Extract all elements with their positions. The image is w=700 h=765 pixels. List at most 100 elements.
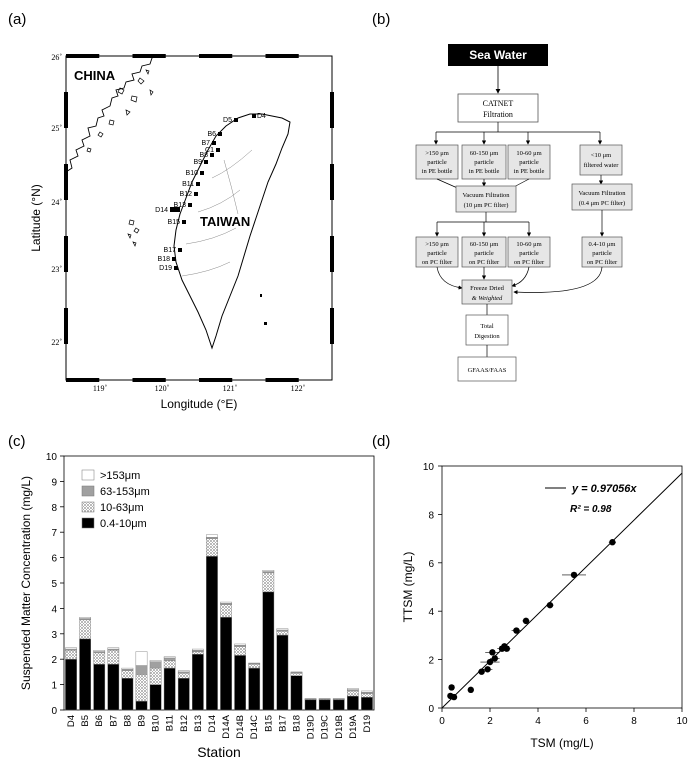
p10-bottle-l1: 10-60 μm — [516, 150, 541, 157]
bar-x-tick-label: B5 — [80, 715, 91, 727]
vacuum-10-box — [455, 185, 517, 213]
map-station-label: D19 — [159, 265, 172, 272]
bar-segment — [135, 674, 148, 702]
bar-y-ticks: 0 1 2 3 4 5 6 7 8 9 10 — [46, 452, 64, 717]
bar-segment — [149, 667, 162, 685]
bar-segment — [361, 693, 373, 698]
scatter-point — [546, 601, 554, 609]
scatter-point — [513, 627, 520, 634]
p150-bottle-l2: particle — [427, 159, 447, 166]
bar-segment — [361, 690, 373, 693]
bar-x-tick-label: B17 — [277, 715, 288, 732]
bar-segment — [248, 664, 261, 669]
bar-x-tick-label: B6 — [94, 715, 105, 727]
legend-swatch — [81, 517, 95, 529]
lat-tick-22: 22˚ — [51, 338, 62, 347]
map-station-marker — [204, 160, 208, 164]
scatter-x-tick-label: 10 — [676, 716, 688, 727]
map-station-marker — [194, 192, 198, 196]
map-bar-right — [330, 164, 334, 200]
bar-y-tick-label: 4 — [51, 604, 57, 615]
bar-y-tick-label: 9 — [51, 477, 57, 488]
bar-x-tick-label: D19D — [306, 715, 317, 739]
map-panel: CHINA TAIWAN D5D4B6B7C1B8B9B10B11B12B13D… — [29, 53, 334, 411]
scatter-plot-frame — [441, 465, 683, 709]
scatter-chart: 0 2 4 6 8 10 0 2 4 6 8 10 y = 0.97056x R² = 0.98 TS… — [401, 462, 688, 750]
bar-segment — [135, 651, 148, 666]
bar-y-axis-label: Suspended Matter Concentration (mg/L) — [19, 476, 33, 690]
map-station-marker — [210, 153, 214, 157]
bar-segment — [234, 655, 246, 711]
map-station-d14-mark — [170, 207, 180, 212]
map-station-marker — [182, 220, 186, 224]
bar-y-tick-label: 7 — [51, 528, 57, 539]
bar-segment — [177, 678, 190, 711]
map-station-marker — [234, 118, 238, 122]
scatter-y-tick-label: 2 — [428, 656, 434, 667]
map-bar-bottom — [265, 378, 299, 382]
scatter-x-axis-label: TSM (mg/L) — [530, 736, 593, 750]
total-digestion-l2: Digestion — [474, 333, 500, 340]
f04-filter-l1: 0.4-10 μm — [589, 241, 616, 248]
map-station-label: B7 — [201, 140, 210, 147]
map-station-marker — [216, 148, 220, 152]
bar-y-tick-label: 10 — [46, 452, 58, 463]
china-islands — [86, 69, 154, 153]
scatter-point — [609, 539, 616, 546]
bar-marks — [65, 534, 373, 711]
map-station-marker — [188, 203, 192, 207]
map-station-label: B18 — [158, 256, 171, 263]
bar-segment — [206, 538, 218, 557]
bar-segment — [65, 659, 77, 711]
legend-label: 0.4-10μm — [100, 518, 147, 530]
p10-bottle-l3: in PE bottle — [514, 168, 545, 175]
fit-line — [441, 472, 683, 709]
bar-segment — [220, 617, 232, 711]
fit-equation: y = 0.97056x — [571, 483, 637, 495]
lat-tick-24: 24˚ — [51, 198, 62, 207]
bar-y-tick-label: 0 — [51, 706, 57, 717]
f150-filter-l3: on PC filter — [422, 259, 453, 266]
map-bar-right — [330, 92, 334, 128]
bar-segment — [304, 699, 317, 711]
bar-x-tick-label: B10 — [151, 715, 162, 732]
bar-segment — [107, 664, 120, 711]
bar-segment — [220, 601, 232, 604]
map-bar-right — [330, 308, 334, 344]
f10-filter-l1: 10-60 μm — [516, 241, 541, 248]
bar-segment — [93, 650, 106, 652]
china-label: CHINA — [74, 68, 116, 83]
map-station-label: B11 — [182, 181, 194, 188]
penghu-islands — [127, 219, 140, 247]
bar-segment — [79, 619, 91, 640]
scatter-point — [491, 655, 498, 662]
bar-segment — [107, 650, 120, 665]
catnet-box — [457, 93, 539, 123]
arrow-f10-freeze — [511, 266, 530, 288]
bar-segment — [248, 667, 261, 711]
panel-label-b: (b) — [372, 11, 390, 28]
arrow-f150-freeze — [436, 266, 463, 290]
scatter-y-tick-label: 8 — [428, 510, 434, 521]
p60-bottle-box — [461, 144, 507, 180]
panel-label-a: (a) — [8, 11, 26, 28]
scatter-x-tick-label: 2 — [487, 716, 493, 727]
bar-x-tick-label: D14C — [249, 715, 260, 739]
f60-filter-box — [461, 236, 507, 268]
scatter-point — [522, 617, 530, 625]
map-station-marker — [196, 182, 200, 186]
bar-y-tick-label: 5 — [51, 579, 57, 590]
legend-label: 10-63μm — [100, 502, 144, 514]
p150-bottle-l3: in PE bottle — [422, 168, 453, 175]
scatter-point — [486, 658, 494, 666]
scatter-point — [484, 666, 491, 673]
map-bar-top — [199, 54, 233, 58]
lon-tick-119: 119˚ — [93, 384, 108, 393]
legend-swatch — [81, 469, 95, 481]
lon-tick-121: 121˚ — [223, 384, 238, 393]
river-5 — [223, 159, 239, 215]
scatter-x-tick-label: 8 — [631, 716, 637, 727]
total-digestion-l1: Total — [480, 323, 493, 330]
